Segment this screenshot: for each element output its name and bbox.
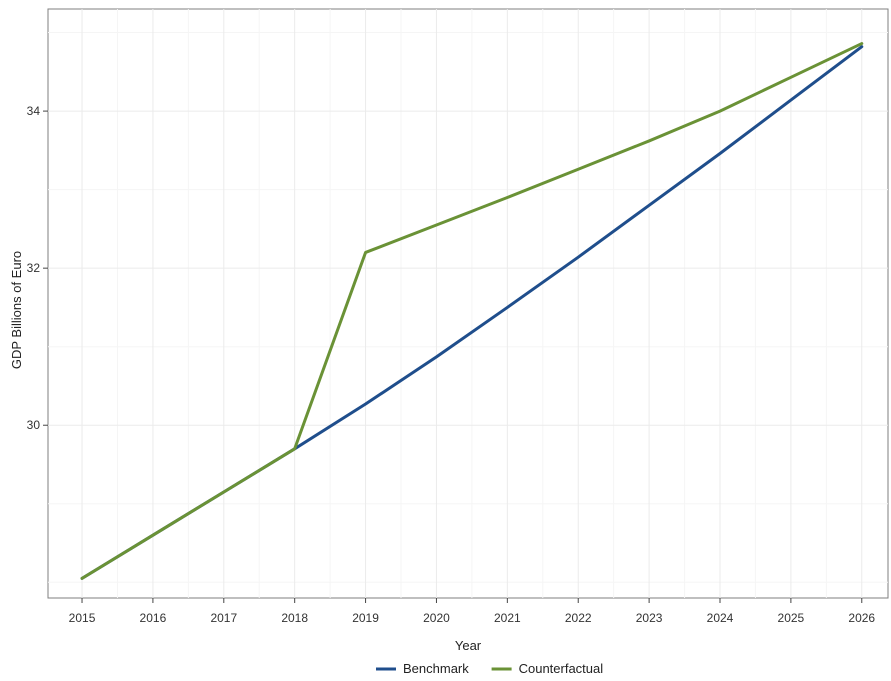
legend: Benchmark Counterfactual [376,661,603,676]
y-axis-title: GDP Billions of Euro [9,251,24,369]
x-tick-label: 2024 [707,611,734,625]
series-line-counterfactual [80,42,864,580]
y-tick-label: 32 [27,261,41,275]
y-tick-label: 34 [27,104,41,118]
x-axis-title: Year [455,638,482,653]
y-axis: 30 32 34 [27,104,48,432]
x-tick-label: 2019 [352,611,379,625]
minor-gridlines [48,9,888,598]
x-tick-label: 2022 [565,611,592,625]
x-tick-label: 2020 [423,611,450,625]
x-tick-label: 2018 [281,611,308,625]
x-axis: 2015 2016 2017 2018 2019 2020 2021 2022 2023 2024… [69,598,875,625]
x-tick-label: 2025 [778,611,805,625]
x-tick-label: 2026 [848,611,875,625]
series-lines [80,42,864,580]
y-tick-label: 30 [27,418,41,432]
x-tick-label: 2016 [140,611,167,625]
x-tick-label: 2021 [494,611,521,625]
major-gridlines [48,9,888,598]
x-tick-label: 2015 [69,611,96,625]
legend-label-counterfactual: Counterfactual [519,661,604,676]
plot-panel [47,8,889,599]
x-tick-label: 2017 [210,611,237,625]
legend-label-benchmark: Benchmark [403,661,469,676]
x-tick-label: 2023 [636,611,663,625]
